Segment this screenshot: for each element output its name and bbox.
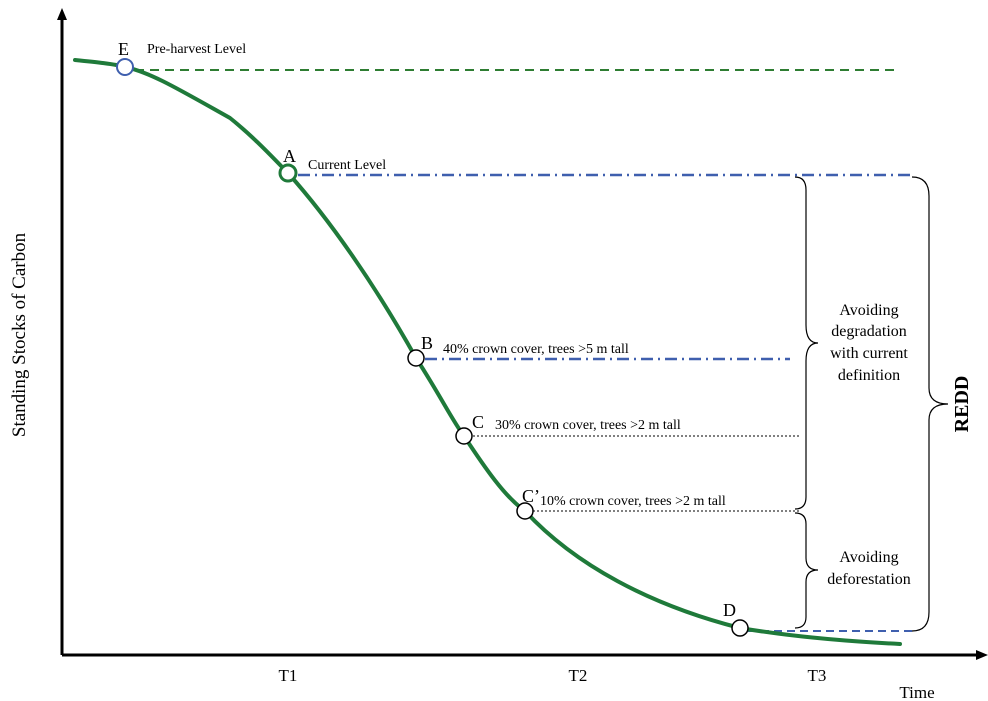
y-axis-arrow — [57, 8, 67, 20]
deforestation-line-1: Avoiding — [839, 549, 898, 566]
point-a-marker — [278, 163, 298, 183]
degradation-brace — [794, 176, 819, 510]
tick-t1: T1 — [279, 666, 298, 685]
level-b-text: 40% crown cover, trees >5 m tall — [443, 342, 629, 357]
degradation-line-4: definition — [838, 367, 900, 384]
pre-harvest-level-text: Pre-harvest Level — [147, 42, 246, 57]
redd-brace — [911, 176, 949, 632]
point-c-label: C — [472, 412, 484, 432]
degradation-line-1: Avoiding — [839, 302, 898, 319]
point-c2-marker — [516, 502, 534, 520]
redd-label: REDD — [951, 376, 973, 433]
point-c-marker — [455, 427, 473, 445]
degradation-line-2: degradation — [831, 323, 907, 340]
degradation-line-3: with current — [830, 345, 908, 362]
point-b-marker — [407, 349, 425, 367]
level-c-text: 30% crown cover, trees >2 m tall — [495, 418, 681, 433]
carbon-curve — [73, 58, 902, 646]
point-d-label: D — [723, 600, 736, 620]
point-d-marker — [731, 619, 749, 637]
point-c2-label: C’ — [522, 486, 540, 506]
deforestation-brace — [794, 512, 819, 629]
tick-t2: T2 — [569, 666, 588, 685]
y-axis-label: Standing Stocks of Carbon — [9, 232, 30, 437]
point-a-label: A — [283, 146, 296, 166]
x-axis-arrow — [976, 650, 988, 660]
current-level-text: Current Level — [308, 158, 386, 173]
deforestation-line-2: deforestation — [827, 571, 911, 588]
level-c2-text: 10% crown cover, trees >2 m tall — [540, 494, 726, 509]
tick-t3: T3 — [808, 666, 827, 685]
x-axis-label: Time — [899, 683, 934, 701]
point-b-label: B — [421, 333, 433, 353]
point-e-marker — [116, 58, 134, 76]
point-e-label: E — [118, 39, 129, 59]
